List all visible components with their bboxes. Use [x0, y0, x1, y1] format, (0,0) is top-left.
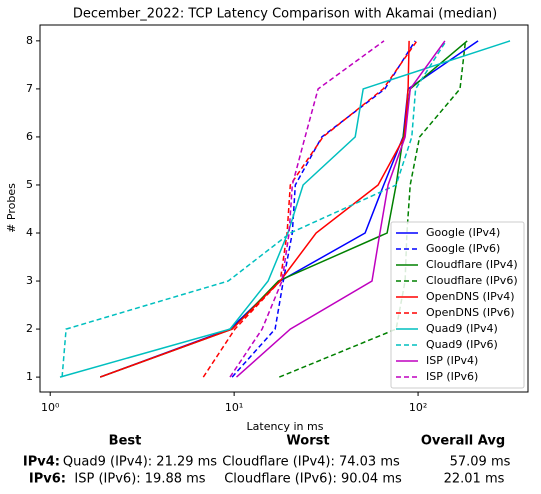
series-line [229, 40, 385, 378]
legend-label: Quad9 (IPv4) [426, 322, 498, 335]
y-tick-label: 3 [26, 274, 33, 287]
row-label: IPv6: [29, 472, 66, 487]
legend-label: ISP (IPv6) [426, 370, 478, 383]
table-cell: Quad9 (IPv4): 21.29 ms [63, 455, 217, 470]
y-tick-label: 1 [26, 370, 33, 383]
table-header: Best [109, 434, 142, 449]
y-tick-label: 4 [26, 226, 33, 239]
table-cell: 57.09 ms [450, 455, 511, 470]
legend-label: Cloudflare (IPv4) [426, 258, 518, 271]
series-line [99, 40, 410, 378]
series-line [61, 40, 447, 378]
series-line [202, 40, 418, 378]
y-tick-label: 6 [26, 130, 33, 143]
y-tick-label: 7 [26, 82, 33, 95]
legend-box [390, 221, 525, 389]
table-cell: ISP (IPv6): 19.88 ms [74, 472, 205, 487]
table-cell: 22.01 ms [444, 472, 505, 487]
table-header: Overall Avg [421, 434, 505, 449]
legend-label: Google (IPv6) [426, 242, 500, 255]
legend-label: ISP (IPv4) [426, 354, 478, 367]
x-axis-label: Latency in ms [247, 420, 324, 433]
y-tick-label: 5 [26, 178, 33, 191]
legend-label: Google (IPv4) [426, 226, 500, 239]
table-header: Worst [286, 434, 329, 449]
y-tick-label: 2 [26, 322, 33, 335]
table-cell: Cloudflare (IPv6): 90.04 ms [224, 472, 402, 487]
legend-label: Quad9 (IPv6) [426, 338, 498, 351]
chart-title: December_2022: TCP Latency Comparison wi… [73, 7, 497, 22]
plot-area [39, 24, 529, 393]
series-line [231, 40, 416, 378]
series-line [236, 40, 446, 378]
legend-label: OpenDNS (IPv6) [426, 306, 515, 319]
x-tick-label: 10¹ [225, 401, 243, 414]
row-label: IPv4: [23, 455, 60, 470]
series-line [59, 40, 511, 378]
series-line [279, 40, 467, 378]
legend-label: OpenDNS (IPv4) [426, 290, 515, 303]
x-tick-label: 10⁰ [41, 401, 60, 414]
y-axis-label: # Probes [5, 183, 18, 233]
table-cell: Cloudflare (IPv4): 74.03 ms [222, 455, 400, 470]
y-tick-label: 8 [26, 34, 33, 47]
x-tick-label: 10² [409, 401, 427, 414]
legend-label: Cloudflare (IPv6) [426, 274, 518, 287]
